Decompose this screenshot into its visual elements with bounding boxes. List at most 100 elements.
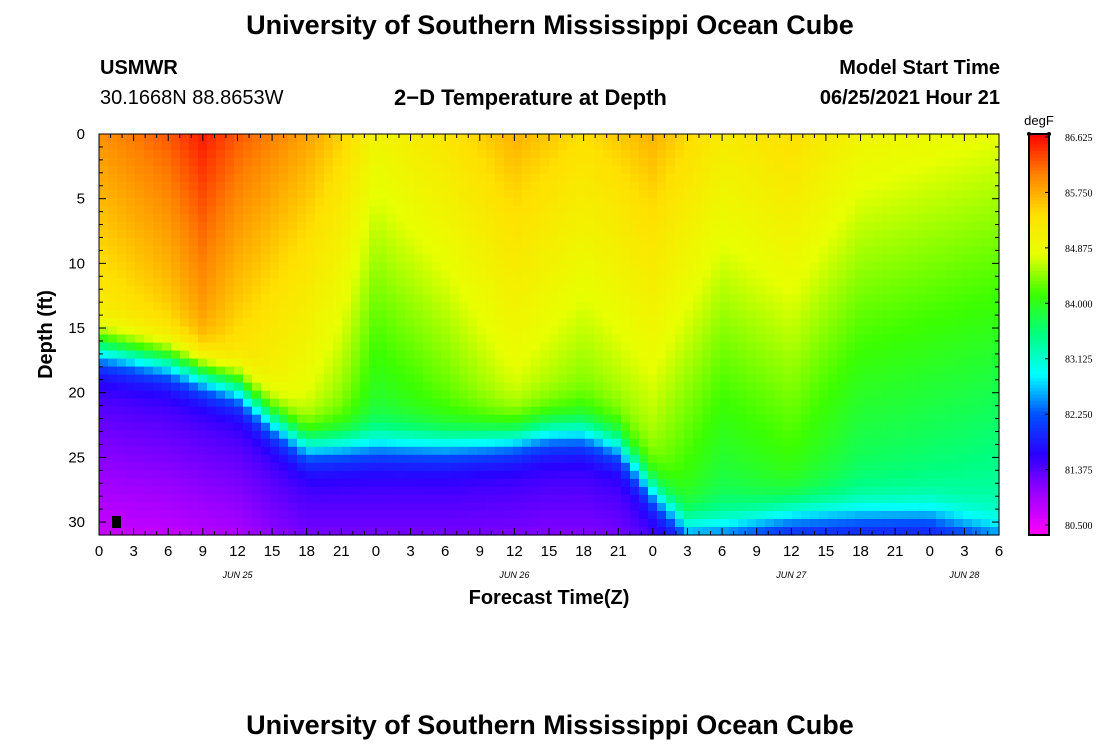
heatmap-cell: [702, 358, 712, 368]
heatmap-cell: [873, 518, 883, 528]
heatmap-cell: [405, 246, 415, 255]
heatmap-cell: [747, 454, 757, 464]
heatmap-cell: [837, 430, 847, 440]
heatmap-cell: [405, 494, 415, 504]
heatmap-cell: [792, 238, 802, 247]
heatmap-cell: [333, 150, 343, 159]
heatmap-cell: [234, 454, 244, 464]
heatmap-cell: [972, 190, 982, 199]
heatmap-cell: [180, 246, 190, 255]
heatmap-cell: [423, 310, 433, 320]
heatmap-cell: [891, 414, 901, 424]
heatmap-cell: [864, 454, 874, 464]
heatmap-cell: [549, 502, 559, 512]
heatmap-cell: [108, 382, 118, 392]
heatmap-cell: [153, 190, 163, 199]
heatmap-cell: [765, 342, 775, 352]
heatmap-cell: [936, 390, 946, 400]
heatmap-cell: [324, 390, 334, 400]
heatmap-cell: [135, 166, 145, 175]
heatmap-cell: [342, 254, 352, 263]
heatmap-cell: [765, 198, 775, 207]
heatmap-cell: [99, 486, 109, 496]
heatmap-cell: [900, 454, 910, 464]
heatmap-cell: [342, 150, 352, 159]
heatmap-cell: [945, 518, 955, 528]
heatmap-cell: [189, 310, 199, 320]
heatmap-cell: [126, 518, 136, 528]
heatmap-cell: [855, 454, 865, 464]
heatmap-cell: [252, 486, 262, 496]
heatmap-cell: [900, 286, 910, 295]
heatmap-cell: [576, 278, 586, 287]
heatmap-cell: [351, 270, 361, 279]
heatmap-cell: [666, 310, 676, 320]
heatmap-cell: [684, 502, 694, 512]
heatmap-cell: [747, 438, 757, 448]
heatmap-cell: [342, 382, 352, 392]
heatmap-cell: [639, 350, 649, 360]
heatmap-cell: [513, 374, 523, 384]
heatmap-cell: [108, 510, 118, 520]
heatmap-cell: [594, 470, 604, 480]
heatmap-cell: [234, 478, 244, 488]
heatmap-cell: [270, 182, 280, 191]
heatmap-cell: [855, 166, 865, 175]
heatmap-cell: [630, 254, 640, 263]
heatmap-cell: [567, 286, 577, 295]
heatmap-cell: [153, 446, 163, 456]
heatmap-cell: [360, 510, 370, 520]
heatmap-cell: [450, 446, 460, 456]
heatmap-cell: [117, 350, 127, 360]
heatmap-cell: [189, 214, 199, 223]
heatmap-cell: [378, 502, 388, 512]
heatmap-cell: [585, 366, 595, 376]
heatmap-cell: [891, 350, 901, 360]
heatmap-cell: [540, 302, 550, 312]
heatmap-cell: [108, 398, 118, 408]
heatmap-cell: [99, 278, 109, 287]
heatmap-cell: [657, 510, 667, 520]
heatmap-cell: [576, 470, 586, 480]
heatmap-cell: [450, 454, 460, 464]
heatmap-cell: [270, 422, 280, 432]
heatmap-cell: [711, 462, 721, 472]
heatmap-cell: [315, 326, 325, 336]
heatmap-cell: [369, 254, 379, 263]
heatmap-cell: [675, 350, 685, 360]
heatmap-cell: [477, 350, 487, 360]
heatmap-cell: [144, 430, 154, 440]
heatmap-cell: [441, 398, 451, 408]
heatmap-cell: [837, 198, 847, 207]
heatmap-cell: [135, 262, 145, 271]
heatmap-cell: [801, 166, 811, 175]
heatmap-cell: [810, 350, 820, 360]
heatmap-cell: [270, 222, 280, 231]
heatmap-cell: [207, 366, 217, 376]
heatmap-cell: [972, 294, 982, 304]
heatmap-cell: [243, 246, 253, 255]
heatmap-cell: [198, 494, 208, 504]
heatmap-cell: [594, 366, 604, 376]
heatmap-cell: [945, 494, 955, 504]
heatmap-cell: [801, 526, 811, 536]
heatmap-cell: [162, 494, 172, 504]
heatmap-cell: [981, 238, 991, 247]
heatmap-cell: [567, 174, 577, 183]
heatmap-cell: [405, 486, 415, 496]
heatmap-cell: [666, 286, 676, 295]
heatmap-cell: [171, 318, 181, 328]
heatmap-cell: [216, 222, 226, 231]
heatmap-cell: [207, 430, 217, 440]
heatmap-cell: [585, 270, 595, 279]
heatmap-cell: [783, 526, 793, 536]
heatmap-cell: [720, 238, 730, 247]
heatmap-cell: [630, 526, 640, 536]
heatmap-cell: [621, 438, 631, 448]
heatmap-cell: [108, 494, 118, 504]
heatmap-cell: [450, 414, 460, 424]
heatmap-cell: [414, 158, 424, 167]
heatmap-cell: [270, 166, 280, 175]
heatmap-cell: [333, 430, 343, 440]
heatmap-cell: [585, 150, 595, 159]
